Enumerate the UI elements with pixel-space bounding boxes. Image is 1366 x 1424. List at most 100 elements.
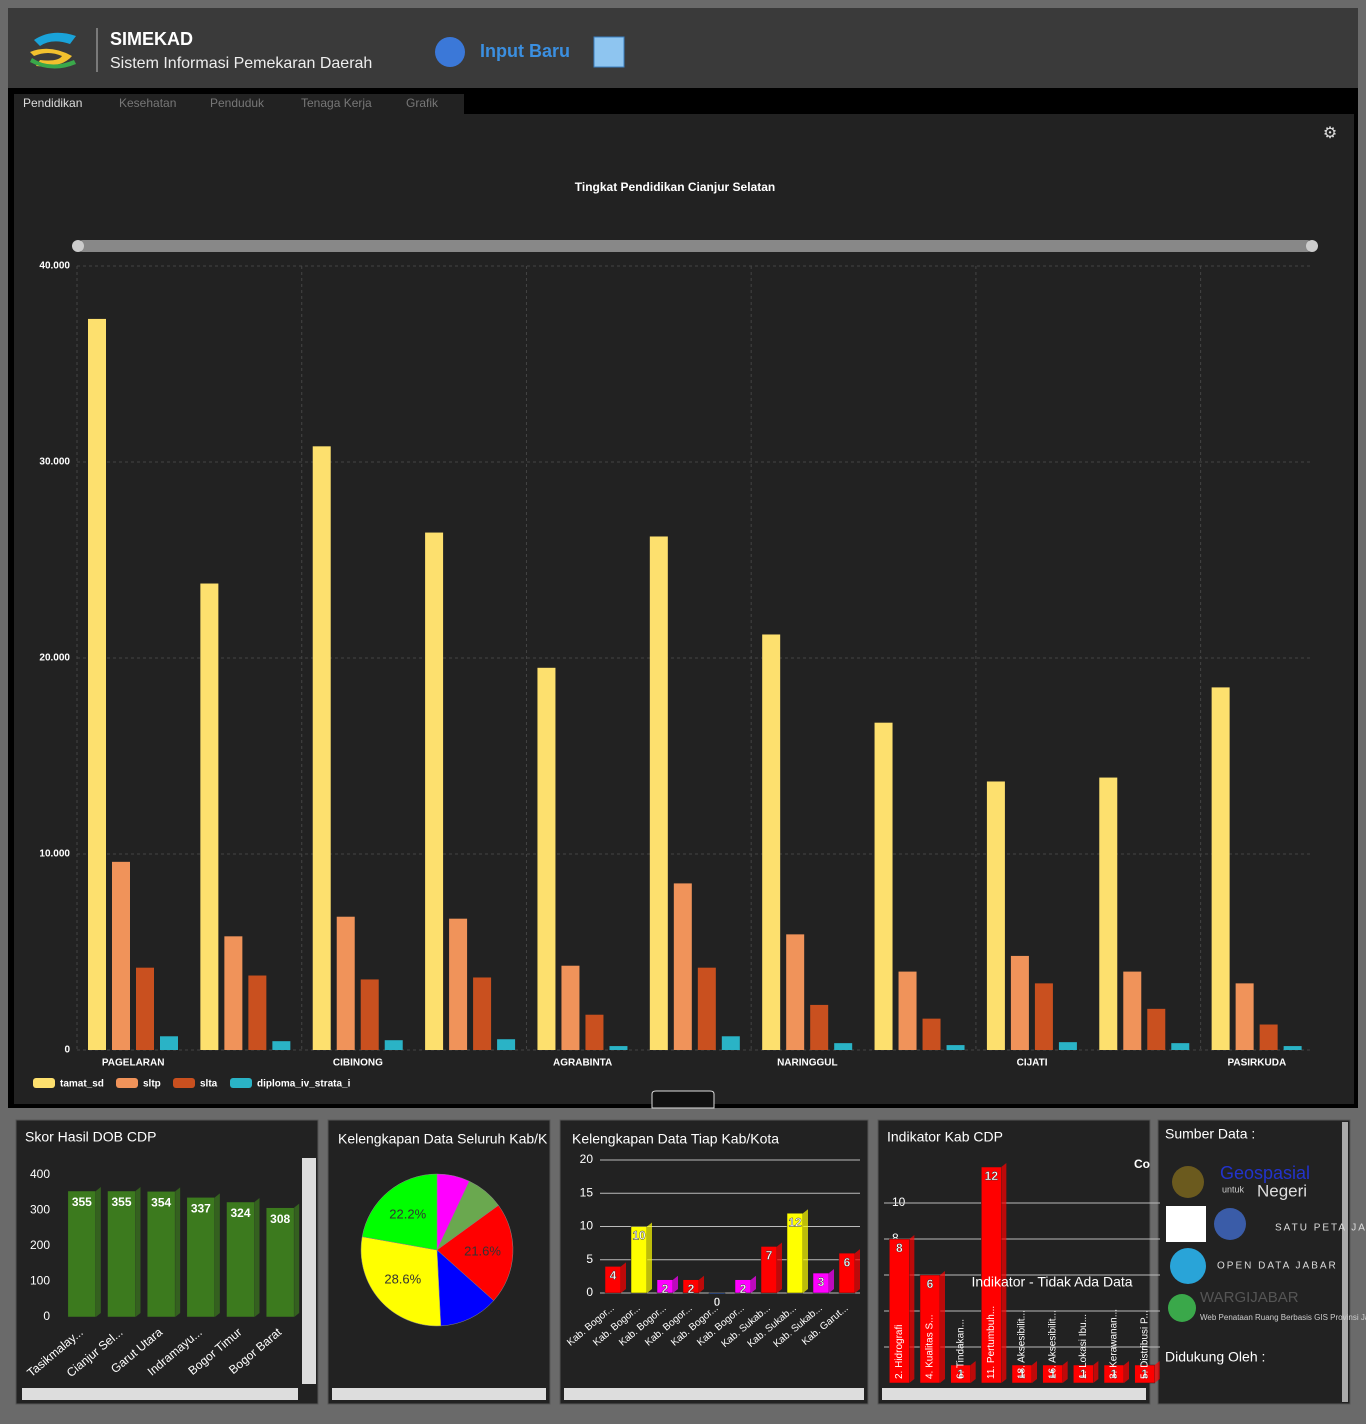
y-tick-label: 8 (892, 1231, 899, 1245)
bar (200, 583, 219, 1050)
app-subtitle: Sistem Informasi Pemekaran Daerah (110, 55, 372, 72)
zoom-handle[interactable] (1306, 240, 1318, 252)
tab[interactable]: Kesehatan (119, 96, 176, 110)
bar (272, 1041, 291, 1050)
logo-top (34, 32, 76, 46)
chart-title: Kelengkapan Data Tiap Kab/Kota (572, 1131, 779, 1147)
x-tick-label: 18. Aksesibilit... (1017, 1310, 1028, 1379)
bar (224, 936, 243, 1050)
bar (874, 722, 893, 1050)
tab-strip (14, 94, 464, 114)
scrollbar[interactable] (882, 1388, 1146, 1400)
bar (1058, 1042, 1077, 1050)
tab[interactable]: Grafik (406, 96, 439, 110)
pie-label: 28.6% (384, 1272, 421, 1287)
bar (834, 1043, 853, 1050)
scrollbar[interactable] (1342, 1122, 1348, 1402)
button-label[interactable]: Input Baru (480, 41, 570, 61)
bar-side (175, 1187, 181, 1317)
y-tick-label: 100 (30, 1274, 50, 1288)
x-tick-label: 3. Kerawanan... (1109, 1309, 1120, 1379)
data-label: 1 (957, 1367, 964, 1381)
scrollbar[interactable] (22, 1388, 298, 1400)
zoom-scrollbar[interactable] (77, 240, 1313, 252)
legend-swatch (230, 1078, 252, 1088)
bar (1283, 1046, 1302, 1050)
bar-side (970, 1361, 976, 1383)
source-logo-text: Web Penataan Ruang Berbasis GIS Provinsi… (1200, 1313, 1366, 1322)
bar (1211, 687, 1230, 1050)
legend-label: tamat_sd (60, 1079, 104, 1090)
logo (1170, 1248, 1206, 1284)
bar (497, 1039, 516, 1050)
zoom-handle[interactable] (72, 240, 84, 252)
grid-icon[interactable] (593, 36, 625, 68)
scrollbar[interactable] (564, 1388, 864, 1400)
source-logo-text: Negeri (1257, 1181, 1307, 1200)
bar (425, 532, 444, 1050)
x-tick-label: 2. Hidrografi (894, 1325, 905, 1379)
bar-side (1062, 1361, 1068, 1383)
data-label: 6 (927, 1277, 934, 1291)
bar (721, 1036, 740, 1050)
logo (1214, 1208, 1246, 1240)
bar (449, 918, 468, 1050)
y-tick-label: 0 (64, 1045, 70, 1056)
y-tick-label: 15 (580, 1185, 594, 1199)
source-logo-text: WARGIJABAR (1200, 1289, 1299, 1306)
legend-swatch (116, 1078, 138, 1088)
bar (561, 965, 580, 1050)
source-logo-text: SATU PETA JABAR (1275, 1223, 1366, 1234)
x-tick-label: AGRABINTA (553, 1058, 612, 1069)
bar (708, 1292, 726, 1295)
pie-slice (436, 1204, 514, 1301)
settings-icon[interactable]: ⚙ (1323, 125, 1337, 142)
data-label: 1 (1141, 1367, 1148, 1381)
bar (248, 975, 267, 1050)
pie-label: 22.2% (389, 1206, 426, 1221)
data-label: 6 (844, 1255, 851, 1269)
logo (1168, 1294, 1196, 1322)
bar-side (751, 1275, 756, 1293)
data-label: 12 (985, 1169, 999, 1183)
tab[interactable]: Tenaga Kerja (301, 96, 372, 110)
legend-label: slta (200, 1079, 218, 1090)
bar-side (1093, 1361, 1099, 1383)
bar-side (294, 1203, 300, 1317)
tab[interactable]: Pendidikan (23, 96, 82, 110)
scrollbar[interactable] (302, 1158, 316, 1384)
annotation: Co (1134, 1157, 1150, 1171)
y-tick-label: 10 (580, 1219, 594, 1233)
x-tick-label: CIJATI (1017, 1058, 1048, 1069)
x-tick-label: 16. Aksesibilit... (1047, 1310, 1058, 1379)
data-label: 324 (230, 1206, 250, 1220)
bar-side (803, 1209, 808, 1293)
bar-side (1154, 1361, 1160, 1383)
bar (384, 1040, 403, 1050)
data-label: 1 (1080, 1367, 1087, 1381)
bar (107, 1190, 136, 1318)
bar-side (647, 1222, 652, 1293)
bar-side (254, 1197, 260, 1317)
bar (946, 1045, 965, 1050)
bar-side (940, 1271, 945, 1383)
bar (226, 1201, 255, 1318)
y-tick-label: 5 (586, 1252, 593, 1266)
bar (986, 781, 1005, 1050)
bar (609, 1046, 628, 1050)
bar (1147, 1008, 1166, 1050)
data-label: 4 (610, 1269, 617, 1283)
data-label: 337 (191, 1202, 211, 1216)
y-tick-label: 10 (892, 1195, 906, 1209)
collapse-toggle[interactable] (651, 1090, 715, 1109)
x-tick-label: CIBINONG (333, 1058, 383, 1069)
tab[interactable]: Penduduk (210, 96, 265, 110)
scrollbar[interactable] (332, 1388, 546, 1400)
input-button[interactable]: Input Baru (435, 37, 570, 67)
source-logo-text: Geospasial (1220, 1163, 1310, 1183)
bar-side (673, 1275, 678, 1293)
bar (146, 1191, 176, 1318)
button-icon (435, 37, 465, 67)
